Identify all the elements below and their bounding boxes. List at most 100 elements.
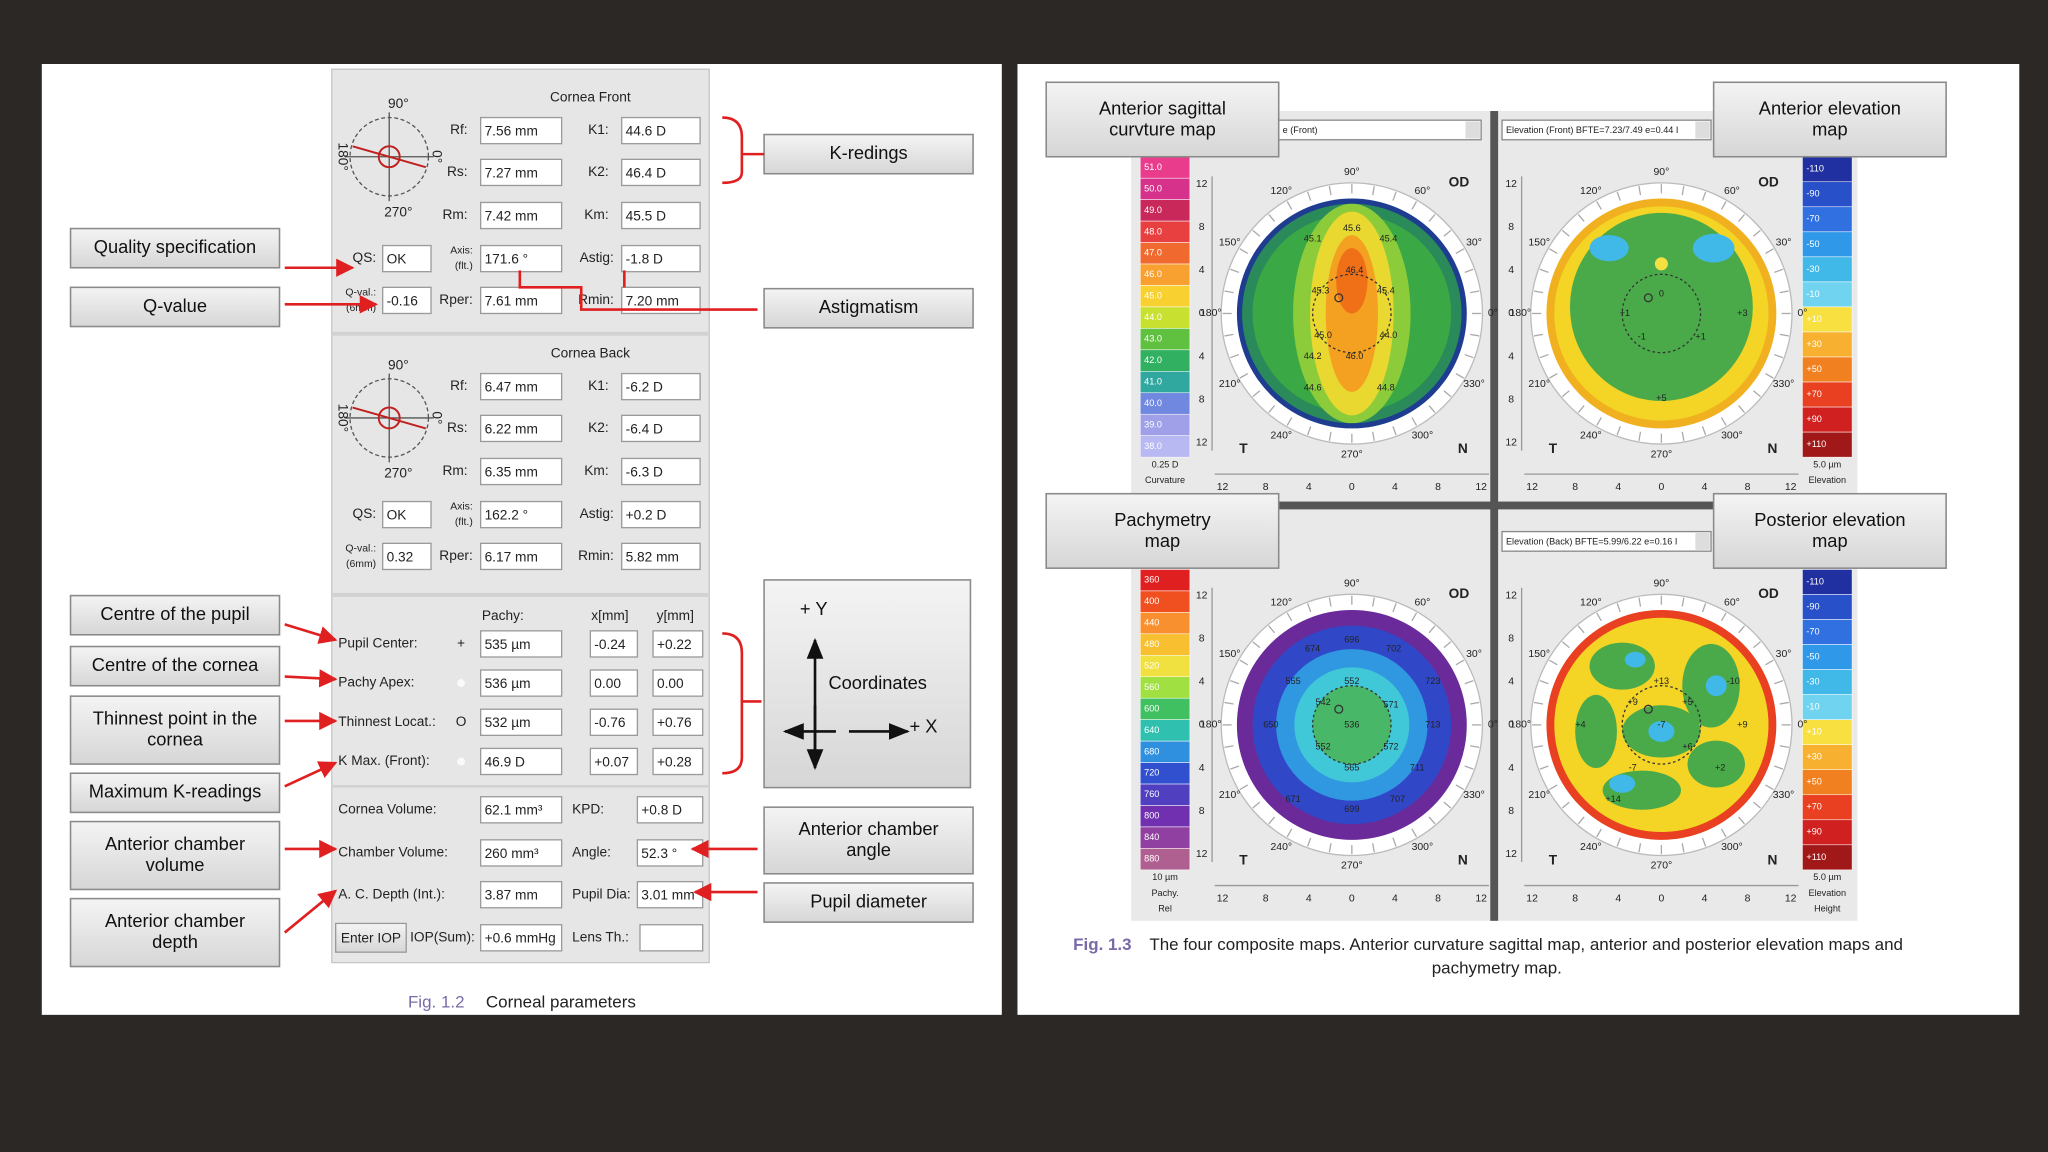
caption-text: Corneal parameters xyxy=(486,993,636,1012)
ring-tick xyxy=(1701,426,1707,436)
field-box xyxy=(621,414,701,443)
section-title: Cornea Front xyxy=(550,90,631,105)
ring-tick xyxy=(1411,201,1418,210)
field-label: Rper: xyxy=(439,548,473,563)
ring-tick xyxy=(1765,372,1774,379)
legend-label: -50 xyxy=(1806,652,1819,662)
ring-tick xyxy=(1428,213,1436,222)
angle-label: 330° xyxy=(1463,790,1485,801)
map-fill xyxy=(1705,675,1727,697)
field-box xyxy=(589,630,639,658)
field-box xyxy=(636,796,704,824)
field-value: -6.3 D xyxy=(626,464,663,479)
legend-swatch xyxy=(1802,619,1853,645)
map-dropdown[interactable] xyxy=(1501,530,1712,552)
coordinates-box xyxy=(763,579,972,789)
map-dropdown[interactable] xyxy=(1501,119,1712,141)
legend-footer: Elevation xyxy=(1808,888,1846,898)
map-title: Anterior sagittal xyxy=(1099,98,1226,119)
ring-tick xyxy=(1765,248,1774,254)
field-box xyxy=(652,708,704,736)
field-label: Rs: xyxy=(447,420,468,435)
pupil-outline xyxy=(1311,273,1392,354)
dial-label: 90° xyxy=(388,96,409,111)
map-value: -7 xyxy=(1629,762,1637,772)
field-box xyxy=(480,839,563,867)
angle-label: 300° xyxy=(1721,430,1743,441)
eye-label: OD xyxy=(1758,174,1779,189)
column-header: x[mm] xyxy=(591,608,628,623)
field-box xyxy=(480,669,563,697)
angle-label: 330° xyxy=(1773,379,1795,390)
ring-tick xyxy=(1638,186,1642,196)
x-tick-label: 12 xyxy=(1217,893,1229,904)
legend-label: 400 xyxy=(1144,596,1159,606)
legend-swatch xyxy=(1802,256,1853,283)
field-box xyxy=(480,747,563,776)
map-title: curvture map xyxy=(1109,118,1216,139)
ring-tick xyxy=(1328,597,1332,607)
callout-label: depth xyxy=(152,931,198,952)
ring-tick xyxy=(1779,333,1789,337)
ring-tick xyxy=(1328,843,1332,853)
field-label: Rper: xyxy=(439,292,473,307)
map-value: 671 xyxy=(1285,794,1300,804)
y-tick-label: 8 xyxy=(1508,222,1514,233)
angle-label: 30° xyxy=(1466,238,1482,249)
ring-tick xyxy=(1774,680,1784,685)
x-tick-label: 12 xyxy=(1217,482,1229,493)
pupil-center xyxy=(1334,704,1344,714)
field-box xyxy=(480,924,563,952)
ring-tick xyxy=(1286,417,1293,426)
callout-label: Centre of the cornea xyxy=(92,654,259,675)
x-tick-label: 0 xyxy=(1658,482,1664,493)
column-header: y[mm] xyxy=(657,608,694,623)
nasal-label: N xyxy=(1767,852,1777,867)
enter-iop-button[interactable] xyxy=(335,922,407,953)
temporal-label: T xyxy=(1549,441,1558,456)
ring-tick xyxy=(1372,843,1375,853)
ring-tick xyxy=(1268,213,1276,222)
row-value: 536 µm xyxy=(485,676,531,691)
callout-label: cornea xyxy=(147,728,204,749)
field-label: K1: xyxy=(588,122,609,137)
ring-tick xyxy=(1306,426,1312,436)
legend-swatch xyxy=(1802,356,1853,383)
map-value: 46.4 xyxy=(1346,265,1364,275)
angle-label: 210° xyxy=(1528,790,1550,801)
field-box xyxy=(382,500,432,529)
ring-tick xyxy=(1753,229,1761,237)
ring-tick xyxy=(1577,213,1585,222)
map-value: 650 xyxy=(1263,719,1278,729)
ring-tick xyxy=(1753,390,1761,398)
angle-label: 90° xyxy=(1344,167,1360,178)
legend-label: 47.0 xyxy=(1144,248,1162,258)
ring-tick xyxy=(1268,405,1276,413)
legend-label: 43.0 xyxy=(1144,334,1162,344)
ring-tick xyxy=(1428,625,1436,634)
map-value: +13 xyxy=(1654,676,1669,686)
button-label: Enter IOP xyxy=(341,931,401,946)
callout-label: Astigmatism xyxy=(819,296,918,317)
map-fill xyxy=(1589,642,1655,690)
map-divider xyxy=(1131,501,1858,510)
y-tick-label: 12 xyxy=(1505,849,1517,860)
field-label: Km: xyxy=(584,207,608,222)
callout-label: Thinnest point in the xyxy=(93,708,258,729)
legend-label: 51.0 xyxy=(1144,162,1162,172)
x-tick-label: 8 xyxy=(1435,482,1441,493)
ring-tick xyxy=(1681,597,1685,607)
row-symbol: + xyxy=(457,636,465,651)
ring-tick xyxy=(1616,603,1621,613)
y-tick-label: 12 xyxy=(1505,590,1517,601)
map-value: 571 xyxy=(1383,700,1398,710)
ring-tick xyxy=(1779,290,1789,294)
field-box xyxy=(621,457,701,486)
map-value: -1 xyxy=(1638,331,1646,341)
row-value: 535 µm xyxy=(485,637,531,652)
map-value: 45.3 xyxy=(1312,286,1330,296)
ring-tick xyxy=(1455,248,1465,254)
angle-label: 210° xyxy=(1528,379,1550,390)
map-fill xyxy=(1575,694,1617,768)
ring-tick xyxy=(1681,843,1685,853)
